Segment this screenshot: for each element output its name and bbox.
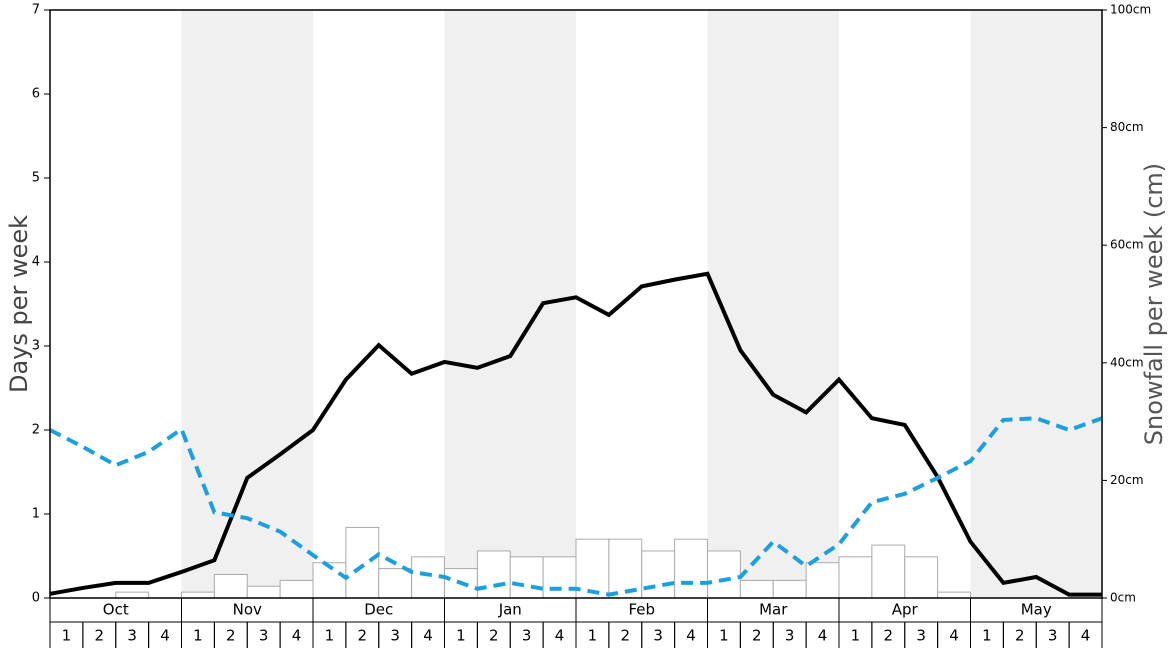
bar [838, 556, 873, 599]
y-axis-label: Days per week [5, 215, 33, 393]
y2-tick-label: 80cm [1110, 120, 1144, 134]
bar [641, 550, 676, 599]
week-label: 3 [390, 627, 400, 645]
bar [509, 556, 544, 599]
line [49, 416, 1103, 597]
month-label: Jan [498, 601, 522, 619]
month-label: Dec [364, 601, 393, 619]
bar [213, 573, 248, 599]
line [49, 271, 1102, 597]
bar [608, 538, 643, 599]
week-label: 3 [259, 627, 269, 645]
week-label: 2 [226, 627, 236, 645]
month-band [970, 10, 1102, 598]
week-label: 2 [489, 627, 499, 645]
week-label: 4 [818, 627, 828, 645]
y2-tick-label: 0cm [1110, 591, 1136, 605]
y-tick-label: 5 [32, 171, 40, 186]
week-label: 4 [555, 627, 565, 645]
bar [871, 544, 906, 599]
week-label: 3 [1048, 627, 1058, 645]
week-label: 4 [949, 627, 959, 645]
week-label: 4 [1081, 627, 1091, 645]
bar [707, 550, 741, 599]
week-label: 2 [884, 627, 894, 645]
week-label: 2 [1015, 627, 1025, 645]
bar [476, 550, 511, 599]
bar [674, 538, 708, 599]
y2-tick-label: 60cm [1110, 238, 1144, 252]
y-tick-label: 1 [32, 507, 40, 522]
y-tick-label: 0 [32, 591, 40, 606]
week-label: 1 [456, 627, 466, 645]
week-label: 3 [785, 627, 795, 645]
y2-tick-label: 20cm [1110, 473, 1144, 487]
week-label: 4 [423, 627, 433, 645]
bar [246, 585, 281, 599]
y2-tick-label: 40cm [1110, 355, 1144, 369]
bar [937, 591, 971, 599]
y-tick-label: 2 [32, 423, 40, 438]
bar [739, 579, 774, 599]
bar [904, 556, 939, 599]
week-label: 3 [522, 627, 532, 645]
bar [378, 568, 413, 599]
month-label: Nov [233, 601, 262, 619]
y-tick-label: 3 [32, 339, 40, 354]
y2-tick-label: 100cm [1110, 3, 1151, 17]
week-label: 1 [982, 627, 992, 645]
bar [542, 556, 577, 599]
week-label: 2 [358, 627, 368, 645]
month-label: Mar [759, 601, 788, 619]
week-label: 2 [95, 627, 105, 645]
month-band [707, 10, 839, 598]
week-label: 4 [292, 627, 302, 645]
month-label: Oct [103, 601, 129, 619]
week-label: 2 [621, 627, 631, 645]
week-cell [1068, 621, 1103, 648]
week-label: 1 [588, 627, 598, 645]
y2-axis-label: Snowfall per week (cm) [1140, 163, 1168, 445]
week-label: 3 [653, 627, 663, 645]
week-label: 4 [160, 627, 170, 645]
y-tick-label: 7 [32, 3, 40, 18]
week-label: 1 [193, 627, 203, 645]
bar [115, 591, 150, 599]
week-label: 1 [62, 627, 72, 645]
week-label: 3 [916, 627, 926, 645]
week-label: 1 [719, 627, 729, 645]
month-band [181, 10, 313, 598]
week-label: 1 [851, 627, 861, 645]
y-tick-label: 4 [32, 255, 40, 270]
month-band [444, 10, 576, 598]
month-label: Feb [628, 601, 655, 619]
bar [279, 579, 314, 599]
bar [575, 538, 610, 599]
week-label: 1 [325, 627, 335, 645]
month-label: May [1021, 601, 1052, 619]
bar [805, 562, 840, 599]
bar [181, 591, 215, 599]
month-label: Apr [892, 601, 919, 619]
week-label: 4 [686, 627, 696, 645]
bar [772, 579, 807, 599]
week-label: 3 [127, 627, 137, 645]
week-label: 2 [752, 627, 762, 645]
y-tick-label: 6 [32, 87, 40, 102]
bar [345, 526, 380, 599]
